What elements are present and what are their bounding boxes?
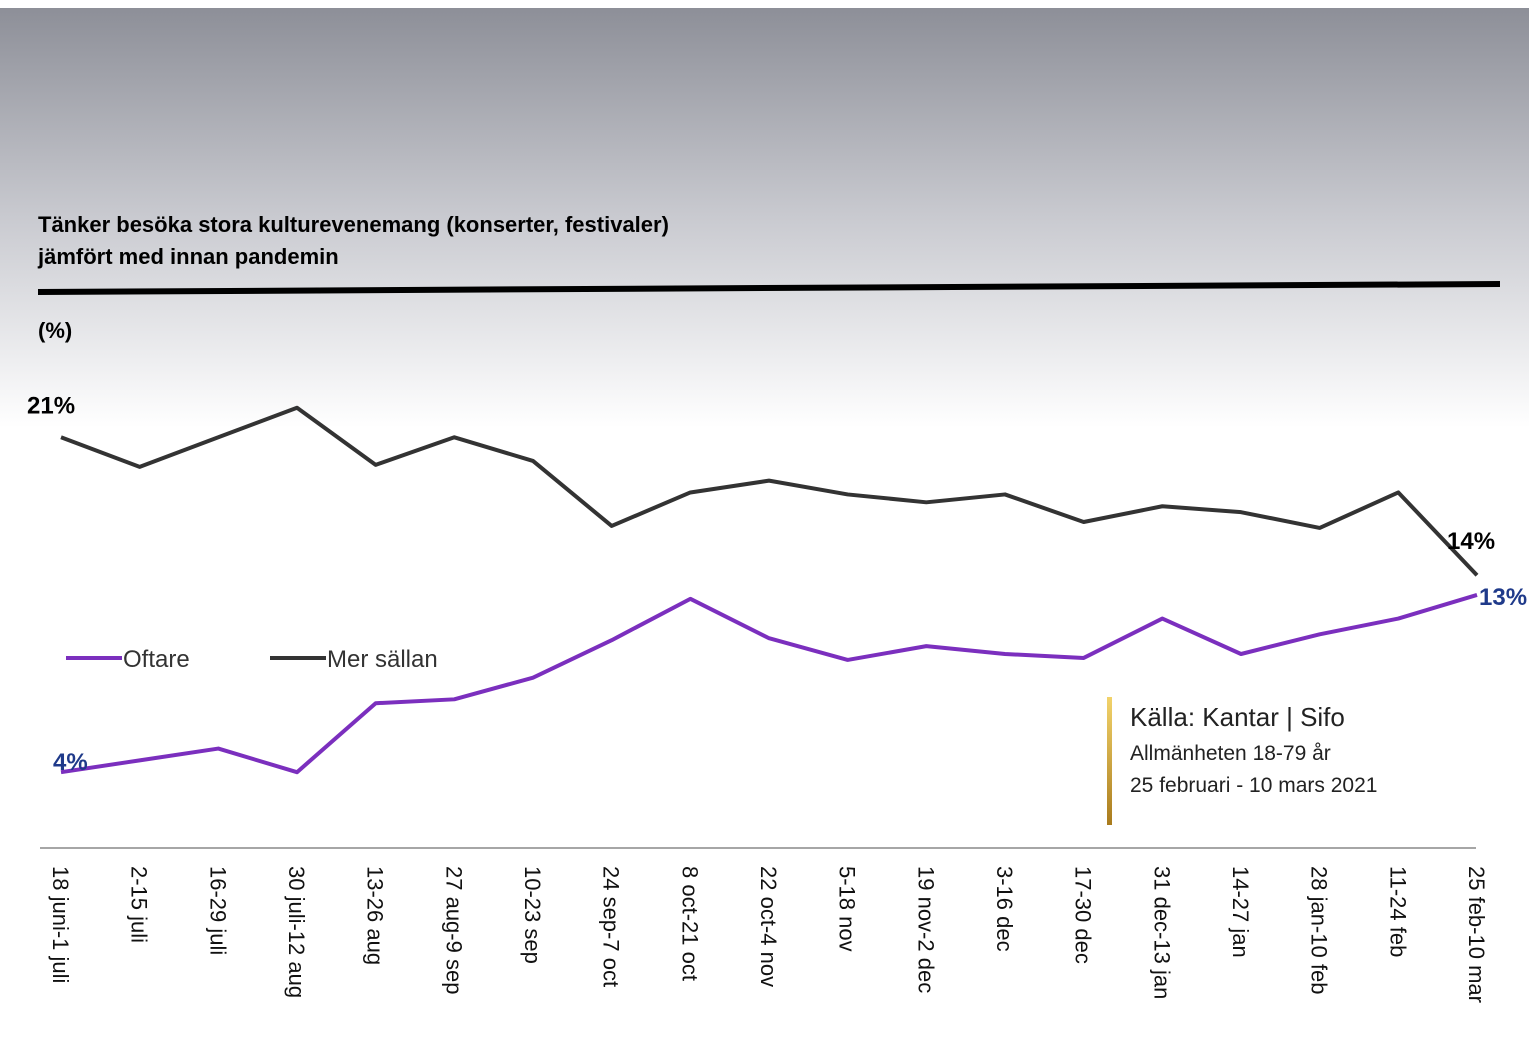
x-tick-label: 11-24 feb [1385,866,1410,957]
x-tick-label: 16-29 juli [205,866,230,955]
source: Källa: Kantar | Sifo [1130,702,1345,732]
x-tick-label: 27 aug-9 sep [441,866,466,994]
title-rule [37,281,1501,295]
x-tick-label: 25 feb-10 mar [1464,866,1489,1003]
data-label: 4% [53,749,88,776]
x-tick-label: 5-18 nov [835,866,860,952]
x-tick-label: 10-23 sep [520,866,545,964]
x-tick-label: 17-30 dec [1071,866,1096,964]
line-series [60,405,1479,577]
x-tick-label: 8 oct-21 oct [677,866,702,981]
x-tick-label: 30 juli-12 aug [284,866,309,998]
x-tick-label: 3-16 dec [992,866,1017,952]
x-tick-label: 14-27 jan [1228,866,1253,958]
x-tick-label: 31 dec-13 jan [1149,866,1174,999]
x-tick-label: 2-15 juli [127,866,152,943]
x-tick-label: 19 nov-2 dec [913,866,938,993]
subtitle: (%) [38,318,72,343]
x-tick-label: 24 sep-7 oct [599,866,624,987]
source: 25 februari - 10 mars 2021 [1130,774,1377,797]
legend-label: Oftare [123,646,190,673]
x-tick-label: 28 jan-10 feb [1307,866,1332,994]
data-label: 13% [1479,584,1527,611]
background-image [0,8,1529,428]
line-series [60,592,1478,775]
data-label: 14% [1447,528,1495,555]
x-tick-label: 18 juni-1 juli [48,866,73,983]
source-bar [1107,697,1112,825]
legend-label: Mer sällan [327,646,438,673]
x-tick-label: 13-26 aug [363,866,388,965]
x-tick-label: 22 oct-4 nov [756,866,781,987]
chart-title: jämfört med innan pandemin [37,244,339,269]
data-label: 21% [27,392,75,419]
chart-title: Tänker besöka stora kulturevenemang (kon… [38,212,669,237]
source: Allmänheten 18-79 år [1130,742,1331,765]
